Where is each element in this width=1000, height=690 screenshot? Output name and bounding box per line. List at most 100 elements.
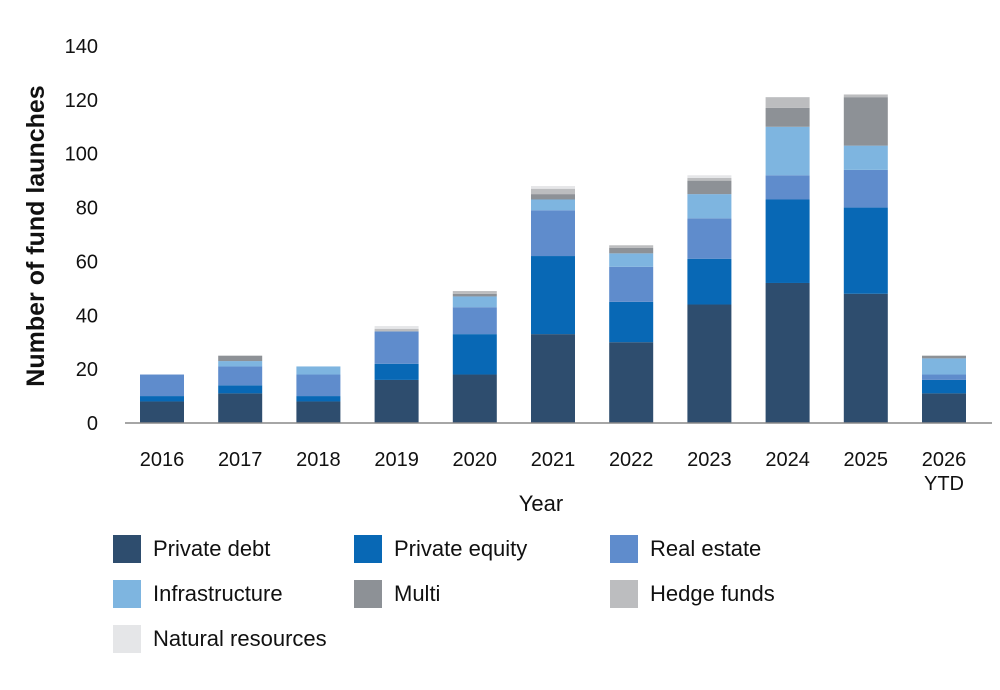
bars — [140, 94, 966, 423]
bar-segment — [531, 334, 575, 423]
bar-segment — [922, 374, 966, 380]
x-tick-label: 2020 — [453, 449, 498, 471]
bar-segment — [296, 366, 341, 375]
y-tick-label: 80 — [76, 198, 98, 220]
bar-segment — [218, 393, 263, 423]
bar-segment — [922, 355, 966, 359]
x-tick-label: 2026 YTD — [922, 449, 967, 495]
bar-segment — [609, 301, 654, 343]
bar-segment — [765, 282, 810, 423]
legend-item: Real estate — [610, 534, 761, 564]
bar-segment — [218, 355, 263, 362]
y-tick-label: 120 — [65, 90, 98, 112]
bar-segment — [687, 180, 732, 195]
y-tick-label: 20 — [76, 359, 98, 381]
bar-segment — [609, 342, 654, 423]
x-tick-label: 2022 — [609, 449, 654, 471]
bar-segment — [374, 363, 419, 380]
bar-segment — [609, 247, 654, 254]
bar-segment — [452, 374, 497, 423]
bar-segment — [609, 245, 654, 248]
bar-segment — [922, 393, 966, 423]
legend-item: Private equity — [354, 534, 527, 564]
bar-segment — [687, 175, 732, 178]
legend-label: Private debt — [153, 536, 271, 561]
bar-segment — [765, 175, 810, 200]
x-tick-label: 2021 — [531, 449, 576, 471]
bar-segment — [452, 293, 497, 297]
y-axis-title: Number of fund launches — [22, 85, 50, 386]
legend-swatch — [113, 535, 141, 563]
bar-segment — [765, 126, 810, 176]
bar-segment — [296, 396, 341, 402]
bar-segment — [218, 361, 263, 367]
bar-segment — [140, 396, 184, 402]
y-tick-label: 100 — [65, 144, 98, 166]
bar-segment — [687, 194, 732, 219]
bar-segment — [531, 186, 575, 189]
bar-segment — [609, 266, 654, 302]
x-tick-label: 2023 — [687, 449, 732, 471]
legend-item: Multi — [354, 579, 440, 609]
bar-segment — [296, 401, 341, 423]
bar-segment — [843, 97, 888, 146]
y-tick-label: 40 — [76, 305, 98, 327]
bar-segment — [843, 207, 888, 294]
legend-label: Infrastructure — [153, 581, 283, 606]
bar-segment — [218, 366, 263, 386]
bar-segment — [374, 326, 419, 329]
legend-label: Hedge funds — [650, 581, 775, 606]
bar-segment — [531, 256, 575, 335]
bar-segment — [609, 253, 654, 267]
legend-swatch — [113, 625, 141, 653]
bar-segment — [452, 296, 497, 308]
bar-segment — [843, 293, 888, 423]
x-tick-label: 2016 — [140, 449, 185, 471]
bar-segment — [765, 107, 810, 127]
bar-segment — [687, 218, 732, 259]
stacked-bar-chart: 0 20 40 60 80 100 120 140 2016 2017 2018 2019 2020 2… — [22, 36, 992, 516]
bar-segment — [374, 379, 419, 423]
x-tick-label: 2018 — [296, 449, 341, 471]
bar-segment — [843, 169, 888, 208]
y-tick-label: 60 — [76, 251, 98, 273]
legend-label: Natural resources — [153, 626, 327, 651]
bar-segment — [765, 199, 810, 283]
legend-item: Infrastructure — [113, 579, 283, 609]
bar-segment — [140, 374, 184, 397]
legend-label: Real estate — [650, 536, 762, 561]
y-tick-label: 0 — [87, 413, 98, 435]
legend-swatch — [113, 580, 141, 608]
x-axis-title: Year — [519, 491, 563, 516]
x-tick-label: 2019 — [374, 449, 419, 471]
bar-segment — [531, 199, 575, 211]
legend-item: Private debt — [113, 534, 270, 564]
legend-item: Natural resources — [113, 624, 327, 654]
x-tick-label: 2024 — [765, 449, 810, 471]
bar-segment — [531, 194, 575, 200]
bar-segment — [687, 177, 732, 181]
bar-segment — [452, 291, 497, 294]
legend-swatch — [354, 535, 382, 563]
legend-label: Multi — [394, 581, 441, 606]
bar-segment — [218, 385, 263, 394]
legend-swatch — [610, 580, 638, 608]
bar-segment — [374, 331, 419, 364]
legend-item: Hedge funds — [610, 579, 775, 609]
bar-segment — [922, 379, 966, 394]
bar-segment — [687, 304, 732, 423]
bar-segment — [843, 145, 888, 170]
bar-segment — [765, 97, 810, 108]
legend-swatch — [610, 535, 638, 563]
bar-segment — [531, 188, 575, 195]
bar-segment — [452, 334, 497, 375]
x-tick-label: 2025 — [844, 449, 889, 471]
y-tick-label: 140 — [65, 36, 98, 58]
x-tick-label: 2017 — [218, 449, 263, 471]
bar-segment — [140, 401, 184, 423]
bar-segment — [687, 258, 732, 305]
bar-segment — [296, 374, 341, 397]
bar-segment — [531, 210, 575, 257]
bar-segment — [452, 307, 497, 335]
bar-segment — [374, 328, 419, 332]
